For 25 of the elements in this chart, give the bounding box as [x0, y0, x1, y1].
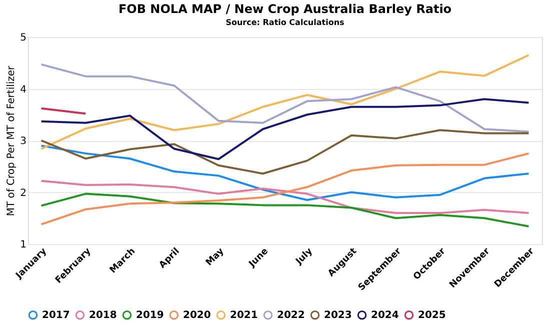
- y-tick-label: 1: [20, 240, 26, 250]
- y-tick-label: 3: [20, 136, 26, 147]
- y-tick-label: 5: [20, 32, 26, 44]
- legend-label: 2023: [324, 310, 352, 322]
- legend-label: 2018: [89, 310, 117, 322]
- y-tick-label: 2: [20, 188, 26, 199]
- legend-label: 2024: [371, 310, 399, 322]
- legend-label: 2025: [418, 310, 446, 322]
- line-series: [40, 192, 530, 228]
- legend-label: 2019: [136, 310, 164, 322]
- line-series: [40, 152, 530, 226]
- legend-label: 2022: [277, 310, 305, 322]
- chart-title: FOB NOLA MAP / New Crop Australia Barley Ratio: [118, 2, 452, 16]
- legend-label: 2020: [183, 310, 211, 322]
- line-series: [40, 54, 530, 150]
- y-tick-label: 4: [20, 84, 26, 96]
- line-series: [40, 144, 530, 202]
- y-axis-title: MT of Crop Per MT of Fertilizer: [6, 64, 18, 216]
- line-series: [40, 180, 530, 214]
- line-series: [40, 98, 530, 160]
- line-series: [40, 63, 530, 133]
- line-series: [40, 129, 530, 175]
- legend-label: 2017: [42, 310, 70, 322]
- chart-subtitle: Source: Ratio Calculations: [226, 18, 345, 27]
- legend-label: 2021: [230, 310, 258, 322]
